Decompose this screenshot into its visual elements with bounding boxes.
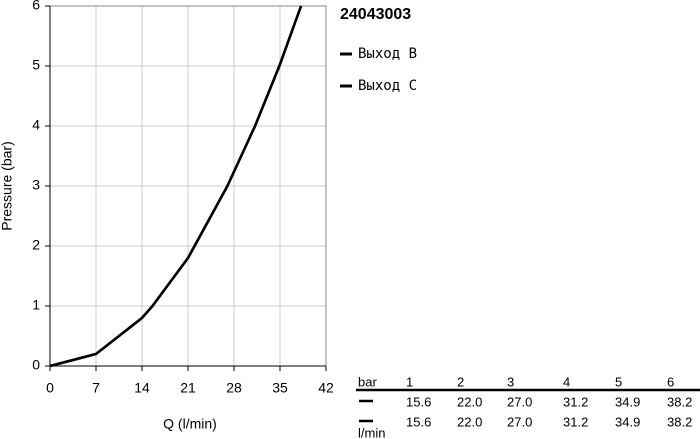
- y-tick-label: 2: [32, 237, 40, 253]
- table-cell: 27.0: [507, 414, 532, 429]
- table-header: 3: [507, 374, 514, 389]
- legend-label: Выход B: [358, 46, 417, 62]
- table-cell: 22.0: [457, 394, 482, 409]
- y-tick-label: 0: [32, 357, 40, 373]
- table-cell: 22.0: [457, 414, 482, 429]
- table-cell: 34.9: [615, 414, 640, 429]
- table-header: 6: [667, 374, 674, 389]
- chart-title: 24043003: [340, 6, 411, 23]
- y-tick-label: 5: [32, 57, 40, 73]
- table-unit: l/min: [358, 425, 385, 439]
- table-cell: 27.0: [507, 394, 532, 409]
- x-tick-label: 21: [180, 380, 196, 396]
- table-cell: 31.2: [563, 414, 588, 429]
- table-cell: 38.2: [667, 394, 692, 409]
- table-header: 2: [457, 374, 464, 389]
- table-cell: 31.2: [563, 394, 588, 409]
- table-cell: 15.6: [406, 414, 431, 429]
- x-tick-label: 14: [134, 380, 150, 396]
- x-tick-label: 0: [46, 380, 54, 396]
- legend-label: Выход C: [358, 78, 417, 94]
- y-axis-label: Pressure (bar): [0, 141, 15, 230]
- x-tick-label: 7: [92, 380, 100, 396]
- x-tick-label: 28: [226, 380, 242, 396]
- x-axis-label: Q (l/min): [163, 416, 217, 432]
- table-header: 1: [406, 374, 413, 389]
- table-header: 4: [563, 374, 570, 389]
- table-cell: 38.2: [667, 414, 692, 429]
- y-tick-label: 4: [32, 117, 40, 133]
- y-tick-label: 3: [32, 177, 40, 193]
- table-cell: 15.6: [406, 394, 431, 409]
- table-header: 5: [615, 374, 622, 389]
- x-tick-label: 35: [272, 380, 288, 396]
- x-tick-label: 42: [318, 380, 334, 396]
- y-tick-label: 6: [32, 0, 40, 13]
- table-header: bar: [358, 374, 377, 389]
- data-line: [49, 5, 303, 368]
- table-cell: 34.9: [615, 394, 640, 409]
- y-tick-label: 1: [32, 297, 40, 313]
